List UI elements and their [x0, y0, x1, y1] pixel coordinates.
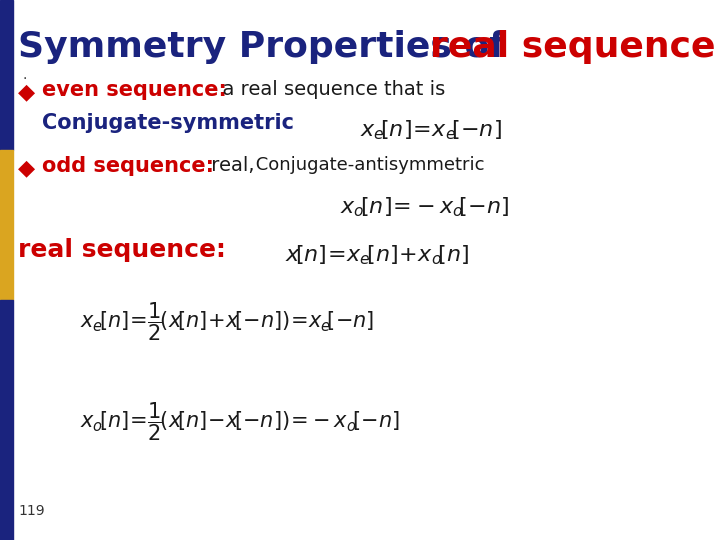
Text: real sequence:: real sequence:: [18, 238, 226, 262]
Text: real,: real,: [205, 156, 254, 175]
Text: a real sequence that is: a real sequence that is: [210, 80, 445, 99]
Text: 119: 119: [18, 504, 45, 518]
Text: odd sequence:: odd sequence:: [42, 156, 214, 176]
Bar: [0, 300, 13, 540]
Text: $x_o\!\left[n\right]\!=\!-x_o\!\left[-n\right]$: $x_o\!\left[n\right]\!=\!-x_o\!\left[-n\…: [340, 195, 509, 219]
Text: Conjugate-antisymmetric: Conjugate-antisymmetric: [250, 156, 485, 174]
Text: Symmetry Properties of: Symmetry Properties of: [18, 30, 518, 64]
Text: $x_e\!\left[n\right]\!=\!\dfrac{1}{2}\!\left(x\!\left[n\right]\!+\!x\!\left[-n\r: $x_e\!\left[n\right]\!=\!\dfrac{1}{2}\!\…: [80, 300, 374, 342]
Text: ◆: ◆: [18, 82, 35, 102]
Text: even sequence:: even sequence:: [42, 80, 227, 100]
Text: ◆: ◆: [18, 158, 35, 178]
Text: real sequence: real sequence: [430, 30, 716, 64]
Text: $x_o\!\left[n\right]\!=\!\dfrac{1}{2}\!\left(x\!\left[n\right]\!-\!x\!\left[-n\r: $x_o\!\left[n\right]\!=\!\dfrac{1}{2}\!\…: [80, 400, 400, 442]
Text: .: .: [22, 68, 27, 82]
Bar: [0, 150, 13, 300]
Text: $x_e\!\left[n\right]\!=\!x_e\!\left[-n\right]$: $x_e\!\left[n\right]\!=\!x_e\!\left[-n\r…: [360, 118, 502, 141]
Text: Conjugate-symmetric: Conjugate-symmetric: [42, 113, 294, 133]
Bar: [0, 0, 13, 150]
Text: $x\!\left[n\right]\!=\!x_e\!\left[n\right]\!+\!x_o\!\left[n\right]$: $x\!\left[n\right]\!=\!x_e\!\left[n\righ…: [285, 243, 469, 267]
